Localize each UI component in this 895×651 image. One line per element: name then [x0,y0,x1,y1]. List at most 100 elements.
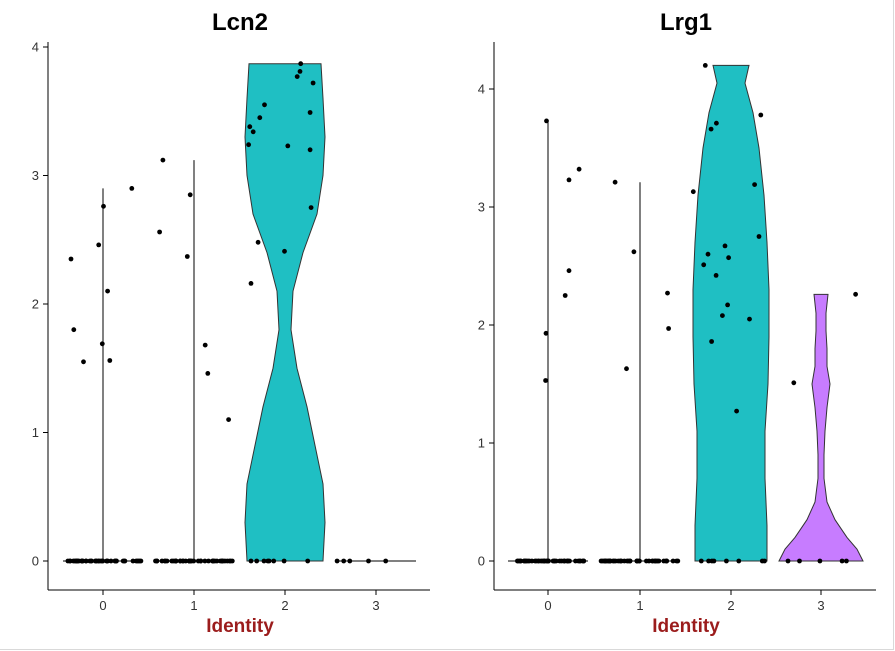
y-tick-label: 2 [478,318,485,333]
data-point [107,358,113,363]
data-point [298,61,304,67]
data-point-zero [532,558,538,564]
data-point-zero [305,558,311,564]
x-tick-label: 1 [636,598,643,613]
y-tick-label: 4 [478,82,485,97]
data-point-zero [656,558,662,564]
data-point-zero [154,558,160,564]
data-point-zero [576,558,581,564]
data-point [544,118,549,124]
data-point [68,256,74,262]
data-point-zero [706,558,711,564]
data-point [709,339,714,344]
data-point-zero [112,558,118,564]
y-tick-label: 1 [478,436,485,451]
x-axis-label: Identity [206,616,274,637]
data-point [226,417,232,422]
data-point-zero [229,558,235,564]
data-point-zero [652,558,658,564]
data-point-zero [202,558,208,564]
data-point [576,166,582,172]
data-point-zero [383,558,389,564]
data-point [160,157,166,163]
data-point-zero [627,558,633,564]
x-tick-label: 0 [99,598,106,613]
data-point [752,182,757,188]
data-point [255,239,261,245]
data-point [791,380,797,386]
data-point [187,192,193,198]
data-point-zero [598,558,604,564]
data-point [714,120,719,126]
data-point-zero [759,558,765,564]
x-tick-label: 2 [281,598,288,613]
x-tick-label: 2 [727,598,734,613]
data-point-zero [581,558,586,564]
data-point [665,290,670,296]
chart-marks: 0 1 2 3 4 0 1 2 3 [32,40,430,613]
data-point-zero [281,558,287,564]
data-point [758,112,764,118]
data-point-zero [334,558,340,564]
panel-title: Lcn2 [212,9,268,36]
data-point-zero [83,558,89,564]
data-point-zero [544,558,550,564]
data-point-zero [248,558,254,564]
y-tick-label: 3 [478,200,485,215]
data-point [202,342,208,348]
data-point [708,126,714,132]
data-point-zero [347,558,353,564]
data-point-zero [844,558,849,564]
data-point-zero [817,558,823,564]
data-point-zero [222,558,228,564]
data-point-zero [130,558,136,564]
data-point-zero [698,558,704,564]
data-point [722,243,728,249]
data-point [101,203,106,209]
data-point [99,341,105,347]
data-point-zero [839,558,845,564]
data-point [853,291,858,297]
data-point-zero [164,558,170,564]
data-point [543,330,549,336]
y-tick-label: 0 [32,554,39,569]
data-point-zero [736,558,742,564]
data-point-zero [120,558,126,564]
x-tick-label: 0 [544,598,551,613]
y-tick-label: 2 [32,297,39,312]
data-point [282,248,287,254]
data-point [129,186,135,191]
data-point-zero [261,558,267,564]
data-point-zero [611,558,617,564]
data-point [308,205,314,211]
data-point [612,179,618,185]
data-point [713,273,719,278]
data-point [666,326,671,331]
data-point-zero [169,558,175,564]
data-point-zero [711,558,717,564]
data-point-zero [266,558,272,564]
data-point [247,124,253,130]
data-point [747,316,752,322]
x-tick-label: 3 [817,598,824,613]
data-point [562,293,568,298]
panel-lcn2: Lcn2 Identity 0 1 2 3 4 0 1 2 3 [32,9,430,637]
data-point [701,262,707,268]
y-tick-label: 1 [32,425,39,440]
data-point [307,110,313,115]
data-point [566,268,572,274]
x-axis-label: Identity [652,616,720,637]
data-point-zero [88,558,94,564]
data-point-zero [724,558,729,564]
x-tick-label: 1 [190,598,197,613]
data-point [250,129,256,135]
data-point-zero [618,558,623,564]
data-point [294,74,300,79]
data-point-zero [138,558,144,564]
data-point [71,327,77,333]
data-point-zero [189,558,195,564]
data-point-zero [198,558,204,564]
data-point-zero [341,558,347,564]
data-point-zero [634,558,640,564]
